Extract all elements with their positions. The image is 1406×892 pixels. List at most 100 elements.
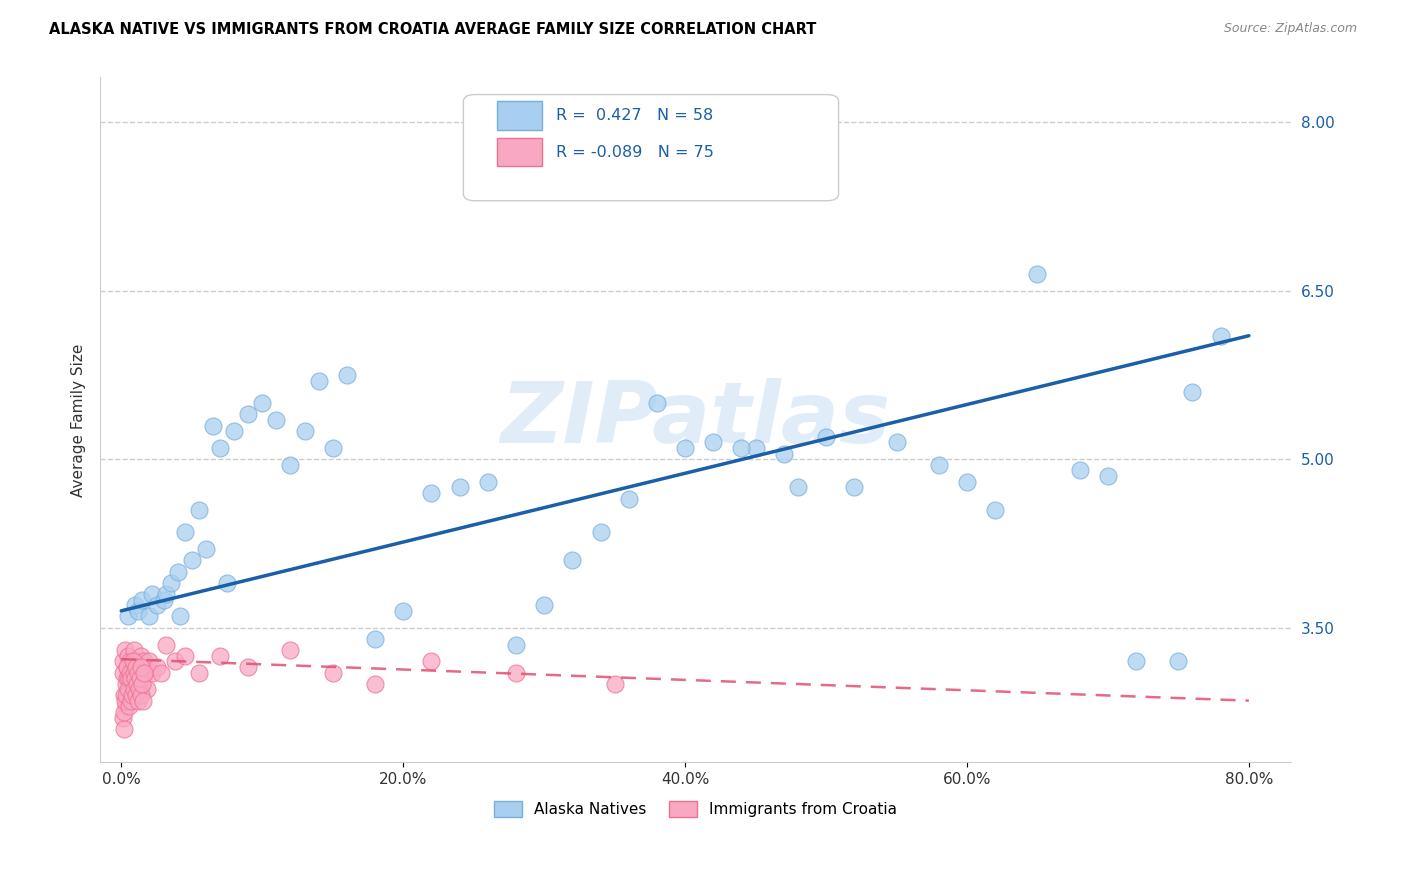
- Point: [131, 677, 153, 691]
- Point: [1181, 384, 1204, 399]
- Point: [124, 688, 146, 702]
- Point: [252, 396, 274, 410]
- Point: [118, 665, 141, 680]
- Point: [124, 599, 146, 613]
- Point: [121, 660, 143, 674]
- Point: [125, 654, 148, 668]
- Point: [215, 575, 238, 590]
- Point: [166, 565, 188, 579]
- Point: [117, 671, 139, 685]
- Point: [561, 553, 583, 567]
- Text: R = -0.089   N = 75: R = -0.089 N = 75: [557, 145, 714, 160]
- Point: [730, 441, 752, 455]
- Point: [155, 587, 177, 601]
- Point: [120, 671, 142, 685]
- Point: [702, 435, 724, 450]
- Point: [129, 648, 152, 663]
- Point: [122, 671, 145, 685]
- Point: [322, 665, 344, 680]
- Point: [145, 660, 167, 674]
- Point: [128, 682, 150, 697]
- Point: [1026, 267, 1049, 281]
- Point: [141, 665, 163, 680]
- Text: ZIPatlas: ZIPatlas: [501, 378, 891, 461]
- Point: [135, 682, 157, 697]
- Point: [114, 688, 136, 702]
- Point: [131, 677, 153, 691]
- Point: [131, 592, 153, 607]
- Point: [505, 638, 527, 652]
- Point: [125, 660, 148, 674]
- Point: [744, 441, 766, 455]
- Point: [673, 441, 696, 455]
- FancyBboxPatch shape: [496, 137, 541, 167]
- Point: [138, 654, 160, 668]
- Point: [114, 677, 136, 691]
- Point: [187, 502, 209, 516]
- Point: [121, 654, 143, 668]
- Point: [364, 677, 387, 691]
- Point: [122, 682, 145, 697]
- Point: [159, 575, 181, 590]
- Legend: Alaska Natives, Immigrants from Croatia: Alaska Natives, Immigrants from Croatia: [488, 795, 903, 823]
- Point: [1125, 654, 1147, 668]
- Point: [145, 599, 167, 613]
- FancyBboxPatch shape: [496, 102, 541, 130]
- Point: [117, 671, 139, 685]
- Point: [984, 502, 1007, 516]
- Point: [115, 699, 138, 714]
- Point: [124, 665, 146, 680]
- Text: Source: ZipAtlas.com: Source: ZipAtlas.com: [1223, 22, 1357, 36]
- Point: [477, 475, 499, 489]
- Point: [131, 694, 153, 708]
- Point: [112, 722, 135, 736]
- Point: [173, 525, 195, 540]
- Point: [844, 480, 866, 494]
- Point: [134, 665, 156, 680]
- Point: [420, 486, 443, 500]
- Point: [603, 677, 626, 691]
- Point: [124, 671, 146, 685]
- Point: [121, 694, 143, 708]
- Point: [236, 660, 259, 674]
- Point: [128, 665, 150, 680]
- Point: [617, 491, 640, 506]
- Point: [149, 665, 172, 680]
- Point: [294, 424, 316, 438]
- FancyBboxPatch shape: [464, 95, 838, 201]
- Point: [336, 368, 359, 382]
- Point: [111, 654, 134, 668]
- Point: [114, 694, 136, 708]
- Point: [505, 665, 527, 680]
- Point: [201, 418, 224, 433]
- Point: [772, 447, 794, 461]
- Point: [115, 660, 138, 674]
- Point: [208, 648, 231, 663]
- Point: [112, 688, 135, 702]
- Point: [112, 665, 135, 680]
- Point: [111, 710, 134, 724]
- Point: [928, 458, 950, 472]
- Text: ALASKA NATIVE VS IMMIGRANTS FROM CROATIA AVERAGE FAMILY SIZE CORRELATION CHART: ALASKA NATIVE VS IMMIGRANTS FROM CROATIA…: [49, 22, 817, 37]
- Point: [127, 660, 149, 674]
- Point: [180, 553, 202, 567]
- Point: [121, 688, 143, 702]
- Point: [118, 665, 141, 680]
- Point: [1069, 463, 1091, 477]
- Point: [163, 654, 186, 668]
- Point: [886, 435, 908, 450]
- Point: [112, 705, 135, 719]
- Point: [1209, 328, 1232, 343]
- Point: [589, 525, 612, 540]
- Point: [132, 654, 155, 668]
- Point: [127, 665, 149, 680]
- Point: [115, 660, 138, 674]
- Point: [118, 699, 141, 714]
- Point: [138, 609, 160, 624]
- Point: [114, 643, 136, 657]
- Point: [364, 632, 387, 646]
- Point: [173, 648, 195, 663]
- Point: [127, 604, 149, 618]
- Point: [236, 407, 259, 421]
- Point: [533, 599, 555, 613]
